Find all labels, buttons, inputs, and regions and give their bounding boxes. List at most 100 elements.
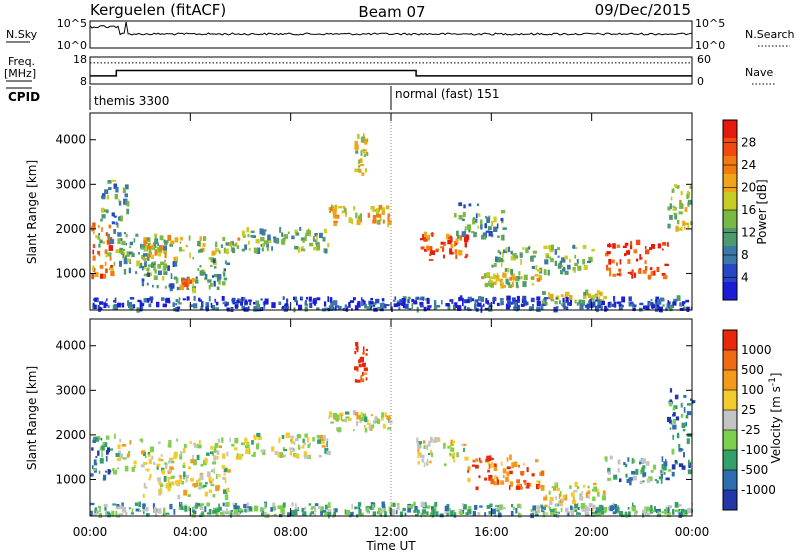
echo-cell — [322, 236, 326, 242]
echo-cell — [443, 241, 446, 246]
echo-cell — [99, 301, 104, 305]
echo-cell — [244, 437, 248, 444]
echo-cell — [550, 509, 554, 515]
echo-cell — [466, 299, 470, 304]
echo-cell — [211, 250, 215, 256]
echo-cell — [201, 485, 205, 489]
echo-cell — [147, 268, 150, 275]
echo-cell — [595, 299, 599, 302]
echo-cell — [153, 461, 156, 465]
echo-cell — [187, 277, 191, 282]
echo-cell — [597, 512, 601, 517]
echo-cell — [602, 490, 606, 495]
echo-cell — [630, 240, 633, 246]
echo-cell — [625, 473, 628, 478]
echo-cell — [359, 158, 363, 163]
echo-cell — [462, 300, 464, 306]
echo-cell — [319, 434, 324, 441]
echo-cell — [94, 272, 99, 278]
echo-cell — [317, 505, 322, 509]
echo-cell — [539, 472, 542, 476]
echo-cell — [544, 259, 549, 265]
colorbar-segment — [723, 370, 737, 391]
echo-cell — [543, 506, 547, 510]
echo-cell — [294, 229, 298, 234]
echo-cell — [92, 244, 96, 248]
echo-cell — [375, 298, 380, 304]
echo-cell — [435, 249, 439, 253]
echo-cell — [628, 477, 633, 481]
echo-cell — [426, 245, 430, 251]
echo-cell — [213, 446, 217, 453]
echo-cell — [611, 505, 615, 511]
echo-cell — [377, 306, 382, 310]
echo-cell — [153, 275, 158, 280]
echo-cell — [236, 511, 240, 516]
x-tick-label: 00:00 — [675, 525, 710, 539]
echo-cell — [363, 150, 365, 154]
echo-cell — [129, 241, 133, 246]
echo-cell — [650, 298, 653, 302]
echo-cell — [355, 421, 358, 426]
cpid-row: CPID themis 3300 normal (fast) 151 — [6, 86, 499, 110]
echo-cell — [597, 299, 601, 305]
echo-cell — [292, 447, 295, 451]
echo-cell — [95, 510, 98, 514]
echo-cell — [654, 306, 659, 312]
colorbar-tick-label: -1000 — [741, 483, 776, 497]
echo-cell — [651, 244, 656, 249]
echo-cell — [143, 482, 146, 489]
echo-cell — [157, 248, 160, 251]
echo-cell — [538, 481, 541, 486]
echo-cell — [547, 269, 550, 276]
echo-cell — [218, 250, 221, 254]
echo-cell — [493, 465, 498, 471]
echo-cell — [202, 271, 206, 276]
echo-cell — [456, 230, 459, 237]
echo-cell — [98, 224, 100, 229]
echo-cell — [204, 506, 207, 513]
echo-cell — [363, 372, 368, 375]
echo-cell — [502, 468, 507, 474]
noise-right-tick-top: 10^5 — [695, 17, 725, 30]
echo-cell — [536, 277, 541, 282]
echo-cell — [94, 297, 99, 302]
echo-cell — [196, 454, 200, 460]
echo-cell — [144, 455, 147, 459]
echo-cell — [672, 407, 676, 411]
echo-cell — [231, 443, 235, 447]
echo-cell — [97, 235, 100, 240]
echo-cell — [660, 469, 663, 474]
echo-cell — [124, 184, 129, 190]
echo-cell — [302, 438, 305, 443]
echo-cell — [638, 269, 641, 274]
echo-cell — [429, 253, 432, 257]
echo-cell — [247, 233, 250, 238]
echo-cell — [505, 278, 509, 285]
echo-cell — [246, 507, 249, 513]
echo-cell — [354, 379, 357, 383]
echo-cell — [107, 180, 112, 184]
echo-cell — [142, 253, 148, 257]
echo-cell — [419, 301, 424, 306]
echo-cell — [205, 302, 210, 308]
echo-cell — [586, 260, 592, 264]
echo-cell — [586, 508, 591, 511]
echo-cell — [120, 513, 124, 516]
echo-cell — [642, 269, 647, 274]
echo-cell — [146, 253, 150, 256]
echo-cell — [605, 458, 608, 462]
echo-cell — [304, 506, 307, 511]
echo-cell — [675, 416, 680, 421]
echo-cell — [158, 492, 161, 496]
echo-cell — [153, 233, 158, 237]
echo-cell — [607, 477, 611, 481]
echo-cell — [100, 437, 103, 441]
echo-cell — [215, 485, 220, 491]
echo-cell — [238, 508, 243, 512]
echo-cell — [531, 473, 535, 477]
echo-cell — [177, 494, 181, 500]
echo-cell — [510, 250, 513, 255]
echo-cell — [382, 503, 386, 508]
echo-cell — [484, 477, 488, 481]
